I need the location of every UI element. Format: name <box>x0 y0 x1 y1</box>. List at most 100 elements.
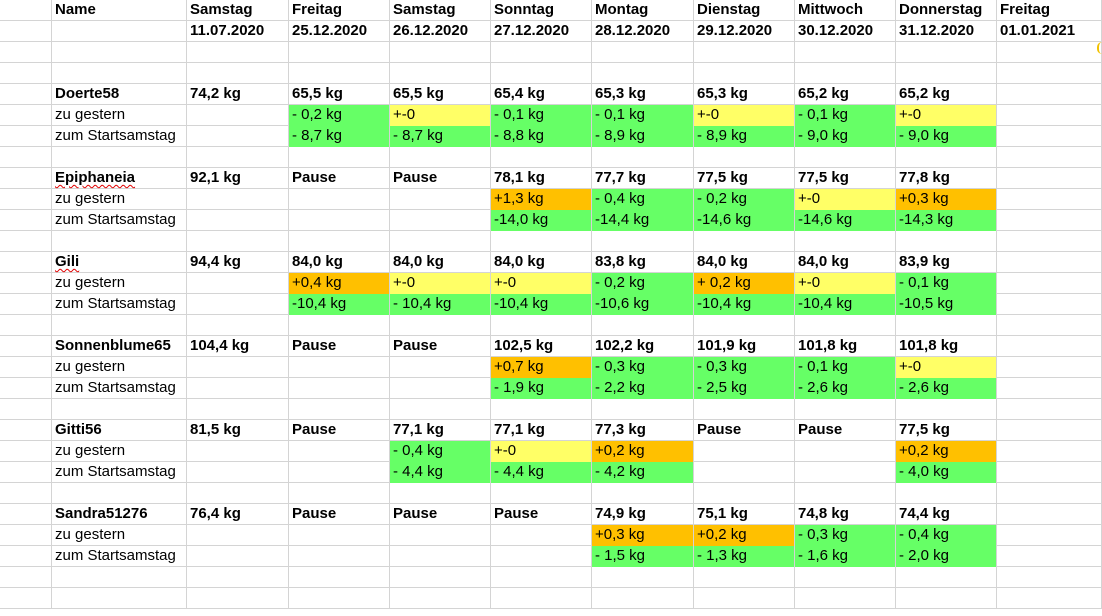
weight-cell[interactable]: 74,4 kg <box>896 504 997 525</box>
empty-cell[interactable] <box>592 483 694 504</box>
delta-yesterday-cell[interactable]: - 0,2 kg <box>694 189 795 210</box>
empty-cell[interactable] <box>896 42 997 63</box>
delta-start-cell[interactable]: -14,0 kg <box>491 210 592 231</box>
empty-cell[interactable] <box>997 63 1102 84</box>
empty-cell[interactable] <box>896 315 997 336</box>
weight-cell[interactable] <box>997 336 1102 357</box>
delta-start-cell[interactable] <box>187 294 289 315</box>
delta-start-cell[interactable]: - 2,2 kg <box>592 378 694 399</box>
empty-cell[interactable] <box>896 588 997 609</box>
empty-cell[interactable] <box>997 399 1102 420</box>
empty-cell[interactable] <box>0 525 52 546</box>
header-day-5[interactable]: Montag <box>592 0 694 21</box>
delta-yesterday-cell[interactable] <box>289 441 390 462</box>
weight-cell[interactable]: 102,2 kg <box>592 336 694 357</box>
delta-start-cell[interactable]: - 2,0 kg <box>896 546 997 567</box>
empty-cell[interactable] <box>0 63 52 84</box>
person-name[interactable]: Epiphaneia <box>52 168 187 189</box>
empty-cell[interactable] <box>390 399 491 420</box>
delta-start-cell[interactable] <box>491 546 592 567</box>
delta-yesterday-cell[interactable]: +-0 <box>896 357 997 378</box>
delta-yesterday-cell[interactable]: - 0,1 kg <box>795 105 896 126</box>
delta-start-cell[interactable]: -10,5 kg <box>896 294 997 315</box>
empty-cell[interactable] <box>896 63 997 84</box>
delta-yesterday-cell[interactable] <box>997 441 1102 462</box>
empty-cell[interactable] <box>997 567 1102 588</box>
empty-cell[interactable] <box>390 42 491 63</box>
pause-cell[interactable]: Pause <box>289 168 390 189</box>
empty-cell[interactable] <box>0 483 52 504</box>
empty-cell[interactable] <box>795 42 896 63</box>
empty-cell[interactable] <box>289 588 390 609</box>
empty-cell[interactable] <box>0 189 52 210</box>
delta-yesterday-cell[interactable]: +1,3 kg <box>491 189 592 210</box>
delta-start-cell[interactable] <box>795 462 896 483</box>
delta-yesterday-cell[interactable] <box>390 525 491 546</box>
header-day-3[interactable]: Samstag <box>390 0 491 21</box>
delta-start-cell[interactable]: -10,4 kg <box>694 294 795 315</box>
weight-cell[interactable]: 84,0 kg <box>694 252 795 273</box>
empty-cell[interactable] <box>694 567 795 588</box>
row-label-zu-gestern[interactable]: zu gestern <box>52 105 187 126</box>
pause-cell[interactable]: Pause <box>491 504 592 525</box>
delta-start-cell[interactable] <box>187 546 289 567</box>
delta-yesterday-cell[interactable]: +0,4 kg <box>289 273 390 294</box>
weight-cell[interactable]: 77,7 kg <box>592 168 694 189</box>
empty-cell[interactable] <box>997 231 1102 252</box>
empty-cell[interactable] <box>0 42 52 63</box>
empty-cell[interactable] <box>491 315 592 336</box>
header-date-7[interactable]: 30.12.2020 <box>795 21 896 42</box>
header-day-7[interactable]: Mittwoch <box>795 0 896 21</box>
delta-yesterday-cell[interactable] <box>289 189 390 210</box>
weight-cell[interactable]: 94,4 kg <box>187 252 289 273</box>
empty-cell[interactable] <box>997 483 1102 504</box>
empty-cell[interactable] <box>187 63 289 84</box>
delta-start-cell[interactable]: - 2,5 kg <box>694 378 795 399</box>
delta-yesterday-cell[interactable]: - 0,2 kg <box>289 105 390 126</box>
weight-cell[interactable]: 74,9 kg <box>592 504 694 525</box>
delta-yesterday-cell[interactable] <box>997 525 1102 546</box>
weight-cell[interactable]: 101,9 kg <box>694 336 795 357</box>
empty-cell[interactable] <box>0 546 52 567</box>
delta-start-cell[interactable] <box>997 546 1102 567</box>
delta-start-cell[interactable] <box>694 462 795 483</box>
weight-cell[interactable]: 77,8 kg <box>896 168 997 189</box>
empty-cell[interactable] <box>187 567 289 588</box>
empty-cell[interactable] <box>592 42 694 63</box>
empty-cell[interactable] <box>52 588 187 609</box>
row-label-zum-startsamstag[interactable]: zum Startsamstag <box>52 210 187 231</box>
delta-start-cell[interactable]: - 2,6 kg <box>896 378 997 399</box>
delta-start-cell[interactable]: - 10,4 kg <box>390 294 491 315</box>
header-date-1[interactable]: 11.07.2020 <box>187 21 289 42</box>
delta-start-cell[interactable]: - 8,9 kg <box>592 126 694 147</box>
empty-cell[interactable] <box>694 63 795 84</box>
delta-yesterday-cell[interactable]: - 0,2 kg <box>592 273 694 294</box>
delta-yesterday-cell[interactable]: +-0 <box>491 441 592 462</box>
delta-start-cell[interactable]: -10,6 kg <box>592 294 694 315</box>
weight-cell[interactable]: 74,2 kg <box>187 84 289 105</box>
weight-cell[interactable]: 84,0 kg <box>795 252 896 273</box>
header-date-6[interactable]: 29.12.2020 <box>694 21 795 42</box>
empty-cell[interactable] <box>795 483 896 504</box>
delta-start-cell[interactable]: - 8,8 kg <box>491 126 592 147</box>
delta-yesterday-cell[interactable]: +0,2 kg <box>694 525 795 546</box>
empty-cell[interactable] <box>0 84 52 105</box>
weight-cell[interactable] <box>997 84 1102 105</box>
delta-yesterday-cell[interactable] <box>997 273 1102 294</box>
delta-yesterday-cell[interactable]: - 0,1 kg <box>592 105 694 126</box>
empty-cell[interactable] <box>0 21 52 42</box>
empty-cell[interactable] <box>187 315 289 336</box>
delta-start-cell[interactable] <box>997 294 1102 315</box>
empty-cell[interactable] <box>592 231 694 252</box>
weight-cell[interactable]: 101,8 kg <box>795 336 896 357</box>
empty-cell[interactable] <box>289 483 390 504</box>
delta-start-cell[interactable]: - 4,0 kg <box>896 462 997 483</box>
delta-yesterday-cell[interactable] <box>694 441 795 462</box>
pause-cell[interactable]: Pause <box>795 420 896 441</box>
delta-start-cell[interactable]: -10,4 kg <box>289 294 390 315</box>
empty-cell[interactable] <box>491 42 592 63</box>
delta-yesterday-cell[interactable]: + 0,2 kg <box>694 273 795 294</box>
empty-cell[interactable] <box>0 441 52 462</box>
empty-cell[interactable] <box>694 483 795 504</box>
empty-cell[interactable] <box>694 588 795 609</box>
